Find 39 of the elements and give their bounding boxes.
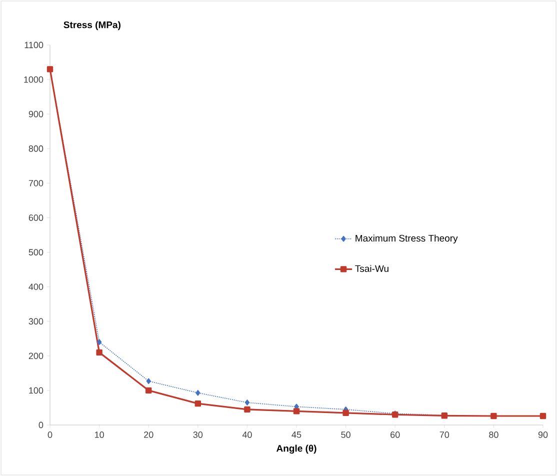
x-tick-label: 0 <box>48 432 52 438</box>
x-tick-label: 20 <box>144 432 154 438</box>
point <box>196 390 200 396</box>
legend-label: Maximum Stress Theory <box>356 234 458 244</box>
y-tick-label: 1100 <box>24 42 44 48</box>
y-tick-label: 100 <box>29 387 44 394</box>
point <box>244 400 250 406</box>
x-tick-label: 80 <box>489 432 498 438</box>
point <box>490 412 497 420</box>
point <box>342 410 349 416</box>
point <box>293 408 300 414</box>
x-tick-label: 70 <box>440 432 450 438</box>
y-tick-label: 900 <box>28 110 44 118</box>
y-tick-label: 200 <box>28 352 44 360</box>
y-tick-label: 800 <box>28 145 44 152</box>
point <box>244 406 250 413</box>
y-tick-label: 600 <box>28 214 44 221</box>
x-tick-label: 30 <box>193 432 203 438</box>
legend-label: Tsai-Wu <box>355 264 388 272</box>
x-tick-label: 60 <box>390 432 400 438</box>
point <box>146 378 151 384</box>
y-tick-label: 500 <box>28 249 44 256</box>
point <box>194 400 202 407</box>
y-axis-title: Stress (MPa) <box>64 21 120 30</box>
x-axis-title: Angle (θ) <box>276 444 316 454</box>
point <box>96 349 102 356</box>
y-tick-label: 300 <box>28 318 44 325</box>
x-tick-label: 10 <box>94 432 104 438</box>
y-tick-label: 0 <box>38 422 44 428</box>
x-tick-label: 40 <box>242 432 252 438</box>
y-tick-label: 400 <box>28 284 44 290</box>
x-tick-label: 90 <box>538 432 548 438</box>
point <box>96 339 102 346</box>
x-tick-label: 50 <box>341 432 350 438</box>
x-tick-label: 45 <box>292 432 302 438</box>
point <box>146 387 152 394</box>
y-tick-label: 1000 <box>24 76 44 83</box>
y-tick-label: 700 <box>28 180 44 186</box>
point <box>540 412 546 420</box>
